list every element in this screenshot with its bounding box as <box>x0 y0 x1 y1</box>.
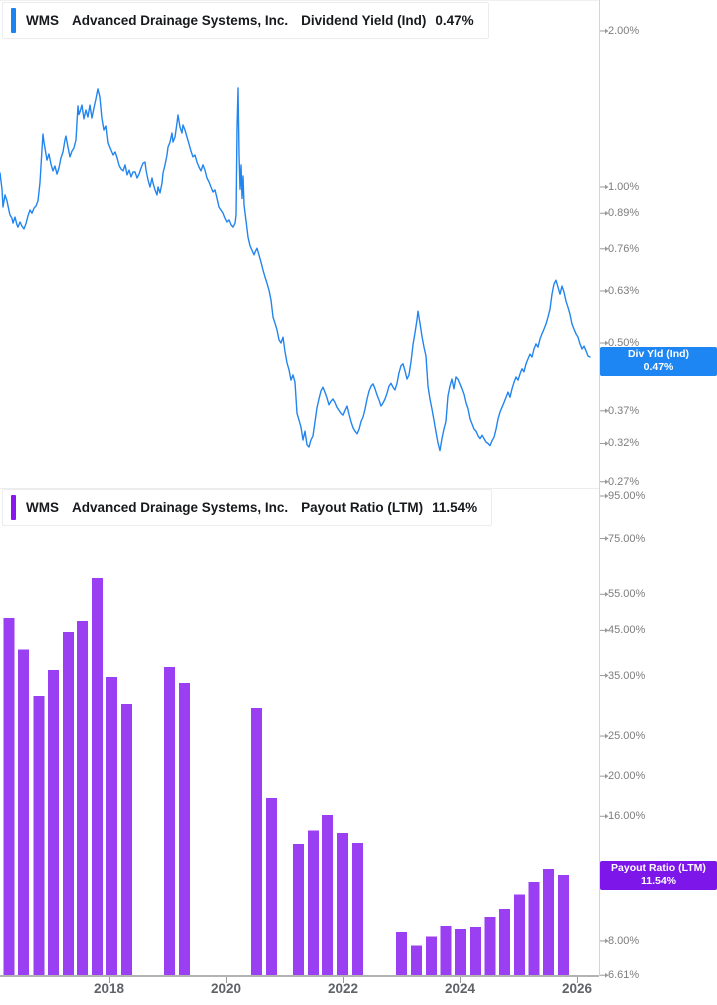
payout-ratio-bar[interactable] <box>63 632 74 976</box>
payout-axis-tick-arrow <box>605 673 609 678</box>
payout-axis-label: 75.00% <box>608 532 646 545</box>
payout-ratio-bar[interactable] <box>322 815 333 976</box>
ticker-symbol: WMS <box>26 13 59 28</box>
yield-axis-label: 0.37% <box>608 404 640 417</box>
x-axis-year-label: 2018 <box>93 981 125 996</box>
payout-ratio-bar[interactable] <box>440 925 452 976</box>
yield-axis-tick-arrow <box>605 210 609 216</box>
payout-ratio-bar[interactable] <box>470 926 481 976</box>
payout-ratio-bar[interactable] <box>293 844 304 976</box>
payout-ratio-bar[interactable] <box>164 667 175 976</box>
payout-ratio-bar[interactable] <box>411 945 422 977</box>
payout-ratio-bar[interactable] <box>352 842 363 976</box>
yield-axis-tick-arrow <box>605 408 609 414</box>
company-name: Advanced Drainage Systems, Inc. <box>72 13 289 28</box>
yield-axis-label: 2.00% <box>608 24 640 37</box>
yield-axis-label: 0.76% <box>608 242 640 255</box>
payout-axis-label: 8.00% <box>608 934 640 947</box>
payout-axis-label: 25.00% <box>608 730 646 743</box>
payout-axis-tick-arrow <box>605 773 609 779</box>
yield-axis-label: 0.27% <box>608 475 640 488</box>
yield-axis-tick-arrow <box>605 340 609 346</box>
yield-axis-label: 0.50% <box>608 337 640 350</box>
yield-axis-tick-arrow <box>605 184 609 190</box>
payout-ratio-bar[interactable] <box>308 830 319 976</box>
payout-axis-tick-arrow <box>605 938 609 944</box>
yield-axis-label: 0.63% <box>608 285 640 297</box>
x-axis-year-label: 2024 <box>444 981 476 996</box>
x-axis-year-label: 2020 <box>210 981 242 996</box>
ticker-symbol: WMS <box>26 500 59 515</box>
yield-axis-tick-arrow <box>605 479 609 485</box>
payout-ratio-bar[interactable] <box>528 882 540 976</box>
yield-axis-tick-arrow <box>605 246 609 252</box>
payout-ratio-bar[interactable] <box>337 832 348 976</box>
payout-ratio-bar[interactable] <box>77 621 88 976</box>
payout-ratio-bar[interactable] <box>251 708 262 976</box>
yield-axis-label: 0.32% <box>608 437 640 450</box>
series-accent-bar-purple <box>11 495 16 520</box>
payout-axis-tick-arrow <box>605 591 609 597</box>
x-axis-year-label: 2022 <box>327 981 359 996</box>
payout-axis-tick-arrow <box>605 493 609 499</box>
payout-ratio-bar[interactable] <box>396 932 407 976</box>
current-value-badge-payout-ratio: Payout Ratio (LTM) 11.54% <box>600 860 717 890</box>
dividend-yield-line[interactable] <box>0 87 591 452</box>
payout-axis-label: 35.00% <box>608 669 646 682</box>
badge-label: Payout Ratio (LTM) <box>611 861 706 874</box>
payout-ratio-bar[interactable] <box>455 929 466 976</box>
payout-axis-tick-arrow <box>605 536 609 541</box>
payout-ratio-bar[interactable] <box>18 649 29 976</box>
payout-ratio-bar[interactable] <box>92 578 103 976</box>
payout-ratio-bar[interactable] <box>514 894 525 976</box>
payout-axis-label: 55.00% <box>608 588 646 601</box>
payout-axis-label: 95.00% <box>608 490 646 502</box>
chart-header-dividend-yield[interactable]: WMS Advanced Drainage Systems, Inc. Divi… <box>2 2 489 39</box>
payout-axis-label: 16.00% <box>608 810 646 823</box>
yield-axis-label: 1.00% <box>608 181 640 193</box>
x-axis-year-label: 2026 <box>561 981 593 996</box>
yield-axis-tick-arrow <box>605 441 609 446</box>
payout-ratio-bar[interactable] <box>106 677 117 976</box>
current-value-badge-div-yld: Div Yld (Ind) 0.47% <box>600 346 717 376</box>
company-name: Advanced Drainage Systems, Inc. <box>72 500 289 515</box>
payout-axis-tick-arrow <box>605 972 609 978</box>
metric-name: Payout Ratio (LTM) <box>301 500 424 515</box>
chart-header-payout-ratio[interactable]: WMS Advanced Drainage Systems, Inc. Payo… <box>2 489 493 526</box>
payout-ratio-bar[interactable] <box>426 936 437 977</box>
payout-ratio-bar[interactable] <box>499 909 510 976</box>
yield-axis-tick-arrow <box>605 28 609 34</box>
badge-value: 0.47% <box>643 361 674 373</box>
payout-axis-tick-arrow <box>605 733 609 739</box>
payout-ratio-bar[interactable] <box>3 618 15 976</box>
yield-axis-label: 0.89% <box>608 207 640 220</box>
payout-ratio-bar[interactable] <box>543 868 554 976</box>
yield-axis-tick-arrow <box>605 288 609 294</box>
payout-ratio-bar[interactable] <box>484 916 496 976</box>
badge-value: 11.54% <box>640 875 677 887</box>
payout-ratio-bar[interactable] <box>179 682 190 976</box>
payout-axis-tick-arrow <box>605 627 609 633</box>
payout-axis-label: 6.61% <box>608 969 640 982</box>
payout-ratio-bar[interactable] <box>33 696 45 976</box>
series-accent-bar-blue <box>11 8 16 33</box>
payout-ratio-bar[interactable] <box>48 670 59 976</box>
payout-axis-tick-arrow <box>605 813 609 819</box>
badge-label: Div Yld (Ind) <box>627 347 690 360</box>
payout-axis-label: 45.00% <box>608 624 646 637</box>
metric-value: 0.47% <box>435 13 474 28</box>
payout-ratio-bar[interactable] <box>121 703 132 976</box>
metric-name: Dividend Yield (Ind) <box>301 13 427 28</box>
payout-ratio-bar[interactable] <box>266 798 277 976</box>
payout-ratio-bar[interactable] <box>558 875 569 976</box>
payout-axis-label: 20.00% <box>608 770 646 783</box>
metric-value: 11.54% <box>432 500 478 515</box>
